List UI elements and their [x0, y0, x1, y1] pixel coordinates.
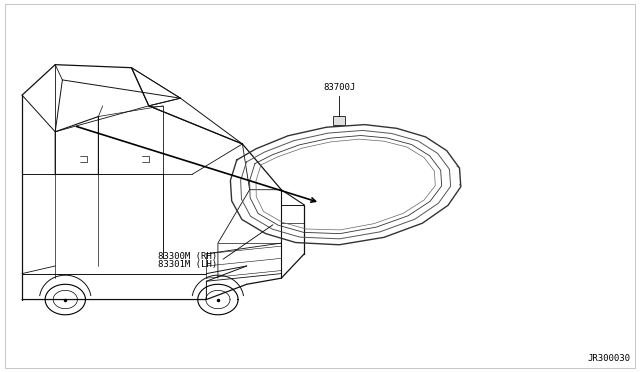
Text: 83301M (LH): 83301M (LH) — [159, 260, 218, 269]
Text: JR300030: JR300030 — [588, 354, 630, 363]
Bar — [333, 116, 345, 125]
Text: 83300M (RH): 83300M (RH) — [159, 252, 218, 261]
Text: 83700J: 83700J — [323, 83, 355, 92]
